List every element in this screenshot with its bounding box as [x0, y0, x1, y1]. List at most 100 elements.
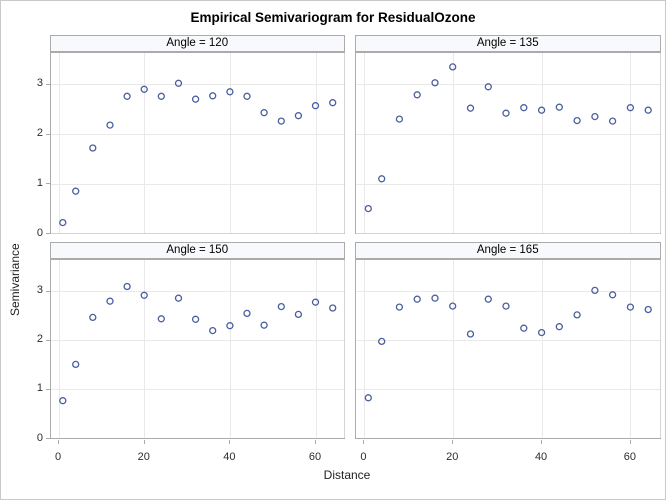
data-point-marker — [328, 98, 336, 106]
panel-header: Angle = 150 — [49, 242, 345, 259]
x-axis-tick — [144, 439, 145, 444]
y-axis-tick — [45, 340, 50, 341]
data-point-marker — [242, 309, 251, 318]
y-axis-tick — [45, 233, 50, 234]
data-point-marker — [413, 295, 421, 303]
x-tick-label: 60 — [308, 451, 322, 463]
data-point-marker — [122, 92, 131, 100]
data-point-marker — [572, 311, 581, 319]
x-axis-tick — [315, 439, 316, 444]
data-point-marker — [157, 315, 165, 323]
data-point-marker — [174, 79, 182, 87]
data-point-marker — [364, 204, 372, 212]
data-point-marker — [105, 120, 114, 129]
data-point-marker — [140, 291, 148, 299]
y-tick-label: 3 — [36, 284, 43, 297]
x-axis-tick — [630, 439, 631, 444]
data-point-marker — [277, 116, 285, 125]
plot-area — [49, 259, 345, 439]
x-tick-label: 20 — [137, 451, 150, 463]
data-point-marker — [208, 326, 216, 335]
plot-area — [354, 51, 661, 234]
data-point-marker — [191, 95, 199, 103]
data-point-marker — [122, 282, 131, 291]
data-point-marker — [58, 218, 66, 226]
plot-area — [354, 259, 661, 439]
y-axis-tick — [45, 84, 50, 85]
x-tick-label: 60 — [623, 451, 637, 463]
data-point-marker — [555, 103, 563, 111]
data-point-marker — [590, 286, 599, 295]
data-point-marker — [537, 106, 545, 114]
data-point-marker — [277, 302, 285, 311]
panel-header: Angle = 120 — [49, 35, 345, 52]
y-axis-tick — [45, 183, 50, 184]
y-tick-label: 2 — [36, 127, 43, 140]
x-axis-tick — [58, 439, 59, 444]
data-point-marker — [157, 92, 165, 100]
data-point-marker — [608, 291, 616, 299]
data-point-marker — [311, 101, 319, 109]
data-point-marker — [105, 297, 114, 305]
y-axis-tick — [45, 389, 50, 390]
x-axis-label: Distance — [323, 468, 371, 482]
data-point-marker — [88, 143, 96, 152]
data-point-marker — [466, 104, 474, 112]
data-point-marker — [466, 330, 474, 338]
data-point-marker — [88, 313, 96, 322]
x-tick-label: 40 — [534, 451, 548, 463]
data-point-marker — [626, 303, 634, 311]
data-point-marker — [395, 303, 403, 311]
data-point-marker — [208, 91, 216, 99]
y-tick-label: 1 — [36, 176, 43, 189]
data-point-marker — [294, 111, 302, 119]
x-tick-label: 20 — [446, 451, 459, 463]
data-point-marker — [259, 321, 268, 329]
data-point-marker — [364, 394, 372, 402]
data-point-marker — [430, 78, 439, 86]
x-tick-label: 0 — [55, 451, 62, 463]
data-point-marker — [448, 62, 456, 71]
data-point-marker — [626, 103, 634, 111]
x-tick-label: 0 — [360, 451, 367, 463]
data-point-marker — [484, 82, 492, 90]
data-point-marker — [555, 323, 563, 331]
y-axis-tick — [45, 438, 50, 439]
data-point-marker — [328, 304, 336, 312]
data-point-marker — [572, 116, 581, 124]
data-point-marker — [377, 337, 385, 346]
data-point-marker — [537, 328, 545, 337]
y-tick-label: 3 — [36, 77, 43, 90]
data-point-marker — [377, 174, 385, 182]
x-axis-tick — [229, 439, 230, 444]
data-point-marker — [311, 298, 319, 306]
data-point-marker — [225, 322, 234, 330]
y-tick-label: 0 — [36, 431, 43, 444]
chart-title: Empirical Semivariogram for ResidualOzon… — [190, 10, 476, 25]
y-tick-label: 2 — [36, 333, 43, 346]
data-point-marker — [519, 103, 527, 111]
data-point-marker — [484, 295, 492, 303]
x-axis-tick — [541, 439, 542, 444]
data-point-marker — [590, 112, 599, 120]
data-point-marker — [644, 305, 652, 314]
panel-header: Angle = 135 — [354, 35, 661, 52]
data-point-marker — [294, 310, 302, 319]
data-point-marker — [71, 360, 79, 369]
data-point-marker — [501, 109, 510, 117]
data-point-marker — [413, 90, 421, 98]
data-point-marker — [259, 108, 268, 116]
data-point-marker — [608, 116, 616, 125]
data-point-marker — [395, 114, 403, 123]
data-point-marker — [430, 294, 439, 302]
data-point-marker — [174, 294, 182, 302]
data-point-marker — [242, 92, 251, 100]
data-point-marker — [644, 106, 652, 114]
y-axis-tick — [45, 134, 50, 135]
data-point-marker — [448, 302, 456, 310]
plot-area — [49, 51, 345, 234]
y-tick-label: 0 — [36, 226, 43, 239]
data-point-marker — [191, 315, 199, 323]
data-point-marker — [519, 324, 527, 332]
